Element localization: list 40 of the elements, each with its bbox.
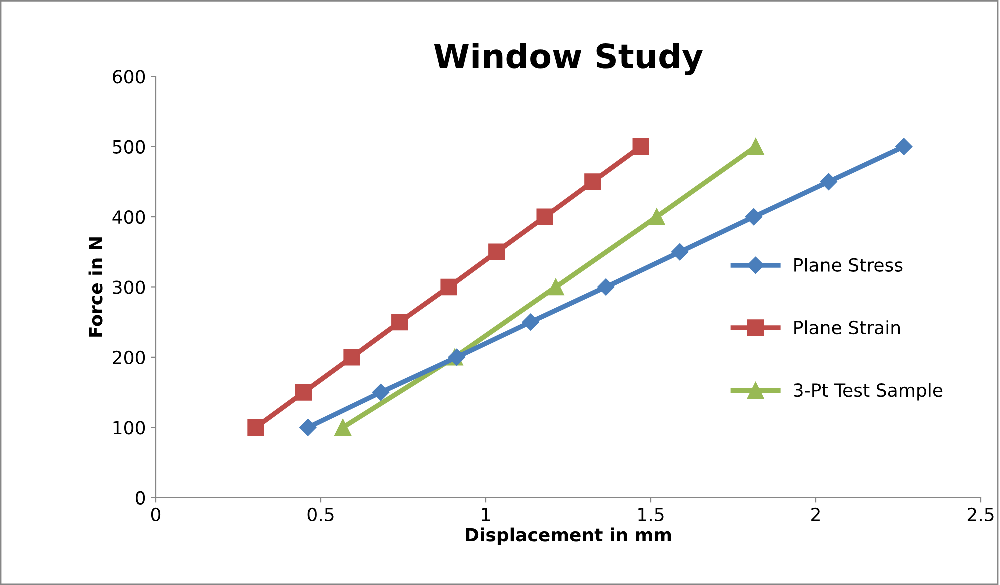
point xyxy=(748,138,764,156)
x-tick-label: 1 xyxy=(482,508,490,522)
point xyxy=(648,208,666,226)
y-tick-label: 200 xyxy=(113,350,146,365)
point xyxy=(745,208,763,226)
point xyxy=(392,314,408,331)
y-tick-label: 0 xyxy=(136,491,146,505)
point xyxy=(296,384,312,401)
legend-label: Plane Stress xyxy=(794,258,903,272)
x-axis-title: Displacement in mm xyxy=(466,528,672,546)
point xyxy=(671,244,689,261)
point xyxy=(334,419,352,436)
point xyxy=(440,278,458,296)
x-tick-label: 0 xyxy=(151,508,161,522)
point xyxy=(896,138,913,156)
y-tick-label: 500 xyxy=(113,140,146,154)
x-tick-label: 2 xyxy=(812,508,820,522)
point xyxy=(488,244,506,260)
x-tick-label: 2.5 xyxy=(968,508,994,522)
y-tick-label: 400 xyxy=(112,210,146,224)
legend-label: Plane Strain xyxy=(794,320,900,335)
point xyxy=(344,349,360,366)
point xyxy=(548,278,564,296)
point xyxy=(632,138,650,156)
point xyxy=(598,278,615,296)
y-tick-label: 600 xyxy=(113,70,146,84)
y-tick-label: 100 xyxy=(114,421,146,435)
point xyxy=(248,419,264,436)
point xyxy=(372,384,390,402)
chart-title: Window Study xyxy=(434,42,704,76)
y-tick-label: 300 xyxy=(113,280,146,294)
point xyxy=(522,314,540,331)
legend-label: 3-Pt Test Sample xyxy=(794,383,943,401)
point xyxy=(300,419,317,436)
x-tick-label: 1.5 xyxy=(638,508,664,522)
point xyxy=(536,208,554,226)
point xyxy=(820,173,838,190)
x-tick-label: 0.5 xyxy=(308,508,334,522)
y-axis-title: Force in N xyxy=(88,238,103,337)
point xyxy=(584,174,602,190)
